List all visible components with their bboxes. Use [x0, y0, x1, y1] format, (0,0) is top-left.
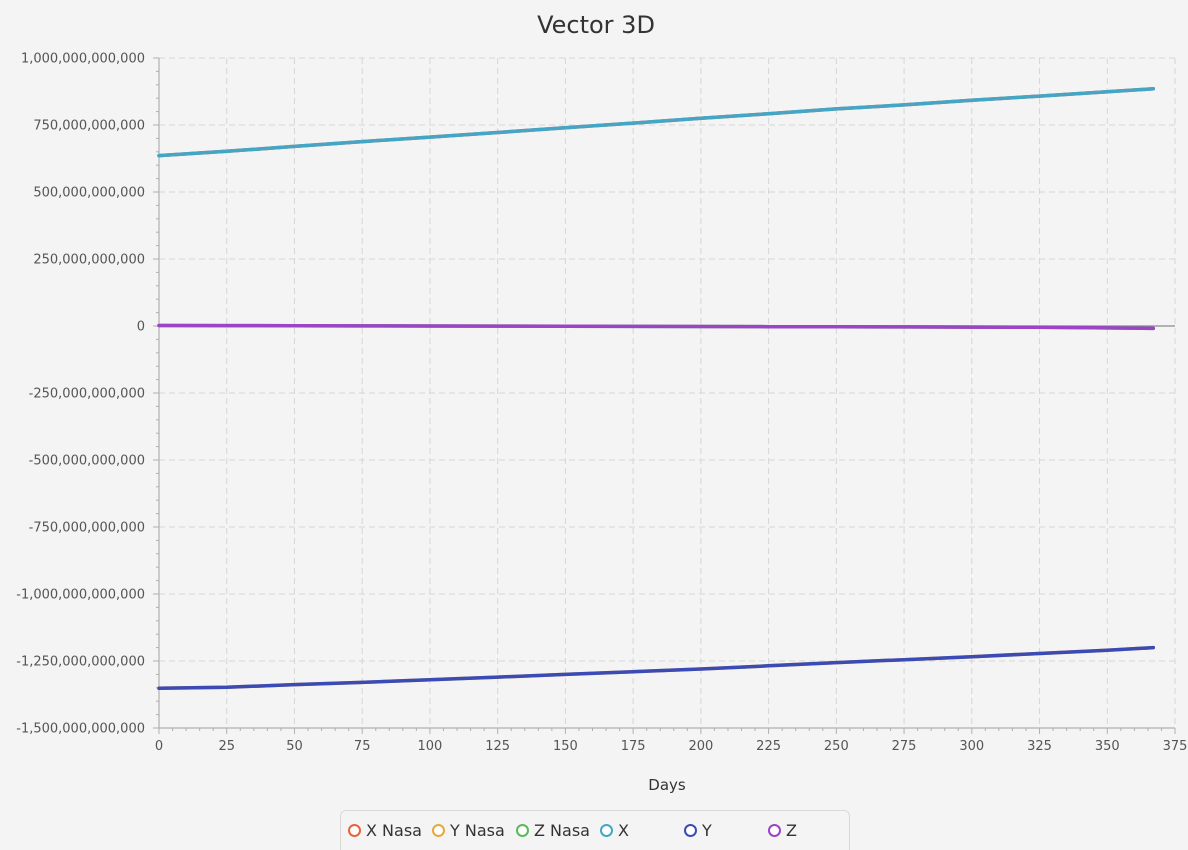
x-tick-label: 350 — [1095, 739, 1120, 754]
legend: X Nasa Y Nasa Z Nasa X Y Z — [340, 810, 850, 850]
y-tick-label: -1,000,000,000,000 — [16, 588, 145, 603]
x-axis-label: Days — [648, 776, 686, 794]
legend-item-z-nasa: Z Nasa — [516, 821, 600, 840]
legend-label: Z Nasa — [534, 821, 590, 840]
legend-swatch-icon — [432, 824, 445, 837]
x-tick-label: 300 — [959, 739, 984, 754]
legend-item-z: Z — [768, 821, 848, 840]
x-tick-label: 225 — [756, 739, 781, 754]
x-tick-label: 200 — [688, 739, 713, 754]
legend-item-y-nasa: Y Nasa — [432, 821, 516, 840]
legend-item-y: Y — [684, 821, 768, 840]
grid — [159, 57, 1176, 729]
y-tick-label: -250,000,000,000 — [29, 387, 145, 402]
series-line-y — [157, 645, 1156, 691]
y-tick-label: 250,000,000,000 — [33, 253, 145, 268]
axes — [153, 57, 1176, 734]
legend-label: X — [618, 821, 629, 840]
y-tick-label: 0 — [137, 320, 145, 335]
x-tick-label: 0 — [155, 739, 163, 754]
y-tick-label: -1,500,000,000,000 — [16, 722, 145, 737]
x-tick-label: 75 — [354, 739, 371, 754]
x-tick-label: 25 — [218, 739, 235, 754]
x-tick-label: 50 — [286, 739, 303, 754]
series-lines — [157, 87, 1156, 691]
y-tick-label: -500,000,000,000 — [29, 454, 145, 469]
x-tick-label: 175 — [621, 739, 646, 754]
legend-swatch-icon — [600, 824, 613, 837]
y-tick-label: 500,000,000,000 — [33, 186, 145, 201]
legend-label: Y — [702, 821, 712, 840]
x-tick-label: 250 — [824, 739, 849, 754]
y-tick-label: -750,000,000,000 — [29, 521, 145, 536]
x-tick-label: 325 — [1027, 739, 1052, 754]
y-tick-label: -1,250,000,000,000 — [16, 655, 145, 670]
y-tick-label: 1,000,000,000,000 — [21, 52, 145, 67]
x-tick-label: 125 — [485, 739, 510, 754]
y-axis-tick-labels: 1,000,000,000,000 750,000,000,000 500,000,… — [16, 52, 145, 737]
legend-label: X Nasa — [366, 821, 422, 840]
y-tick-label: 750,000,000,000 — [33, 119, 145, 134]
x-tick-label: 100 — [418, 739, 443, 754]
legend-swatch-icon — [684, 824, 697, 837]
x-tick-label: 150 — [553, 739, 578, 754]
chart-title: Vector 3D — [537, 11, 655, 39]
legend-item-x-nasa: X Nasa — [348, 821, 432, 840]
legend-item-x: X — [600, 821, 684, 840]
legend-swatch-icon — [348, 824, 361, 837]
x-axis-tick-labels: 0 25 50 75 100 125 150 175 200 225 250 275 300 325 350… — [155, 739, 1188, 754]
legend-swatch-icon — [516, 824, 529, 837]
legend-swatch-icon — [768, 824, 781, 837]
series-line-z — [157, 323, 1156, 331]
chart: Vector 3D 1,000,000,000,000 750,000,000,0… — [16, 11, 1188, 794]
series-line-x — [157, 87, 1156, 158]
x-tick-label: 375 — [1163, 739, 1188, 754]
legend-label: Z — [786, 821, 797, 840]
legend-label: Y Nasa — [450, 821, 505, 840]
x-tick-label: 275 — [892, 739, 917, 754]
